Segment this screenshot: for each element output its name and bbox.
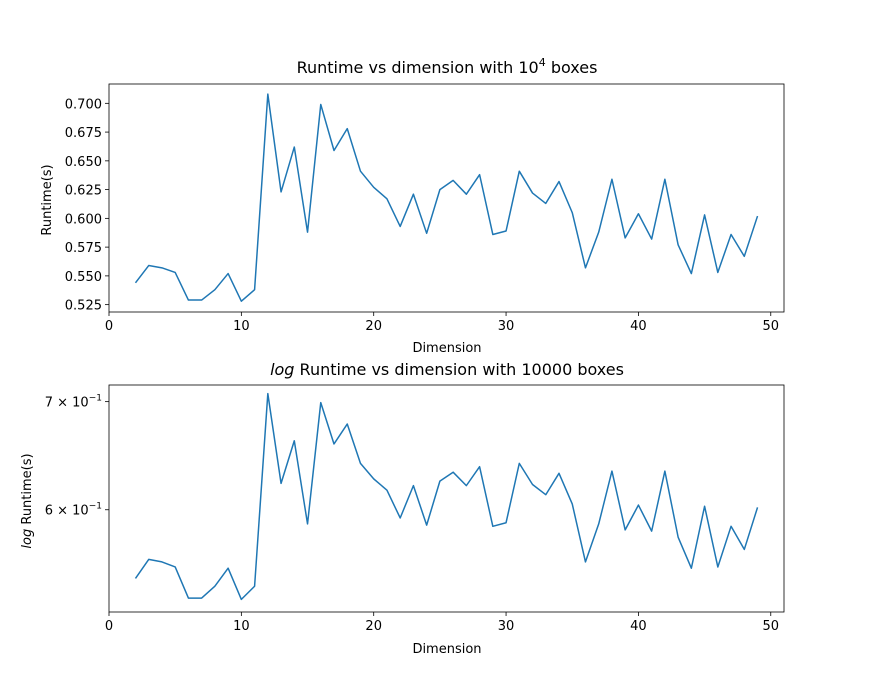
y-tick-label: 0.575 [65, 241, 102, 256]
x-tick-label: 20 [365, 619, 382, 634]
chart-title: Runtime vs dimension with 104 boxes [297, 56, 598, 77]
x-tick-label: 40 [630, 619, 647, 634]
y-tick-label: 0.650 [65, 155, 102, 170]
y-axis-label: Runtime(s) [40, 164, 55, 235]
runtime-chart: Runtime vs dimension with 104 boxes Dime… [40, 56, 785, 356]
y-tick-label: 0.550 [65, 270, 102, 285]
series-line [134, 93, 759, 302]
x-axis-label: Dimension [412, 642, 481, 657]
x-axis-label: Dimension [412, 341, 481, 356]
chart-title: log Runtime vs dimension with 10000 boxe… [270, 360, 624, 379]
log-runtime-chart: log Runtime vs dimension with 10000 boxe… [20, 360, 785, 657]
x-tick-label: 50 [762, 619, 779, 634]
axes-frame [108, 384, 785, 613]
x-tick-label: 20 [365, 319, 382, 334]
y-tick-label: 0.525 [65, 299, 102, 314]
plot-area: 0 10 20 30 40 50 0.525 0.550 0.575 0.600 0.625 0.65… [65, 83, 785, 334]
x-tick-label: 30 [498, 319, 515, 334]
x-tick-label: 0 [105, 619, 113, 634]
y-tick-label: 0.600 [65, 212, 102, 227]
x-tick-label: 10 [233, 319, 250, 334]
x-tick-label: 0 [105, 319, 113, 334]
series-line [134, 392, 759, 601]
plot-area: 0 10 20 30 40 50 6 × 10−1 7 × 10−1 [45, 384, 785, 634]
y-tick-label: 6 × 10−1 [45, 502, 102, 519]
x-tick-label: 30 [498, 619, 515, 634]
axes-frame [108, 83, 785, 313]
y-axis-label: log Runtime(s) [20, 453, 35, 548]
x-tick-label: 40 [630, 319, 647, 334]
x-tick-label: 10 [233, 619, 250, 634]
x-tick-label: 50 [762, 319, 779, 334]
y-tick-label: 0.675 [65, 126, 102, 141]
y-tick-label: 0.700 [65, 97, 102, 112]
y-tick-label: 7 × 10−1 [45, 394, 102, 411]
y-tick-label: 0.625 [65, 184, 102, 199]
